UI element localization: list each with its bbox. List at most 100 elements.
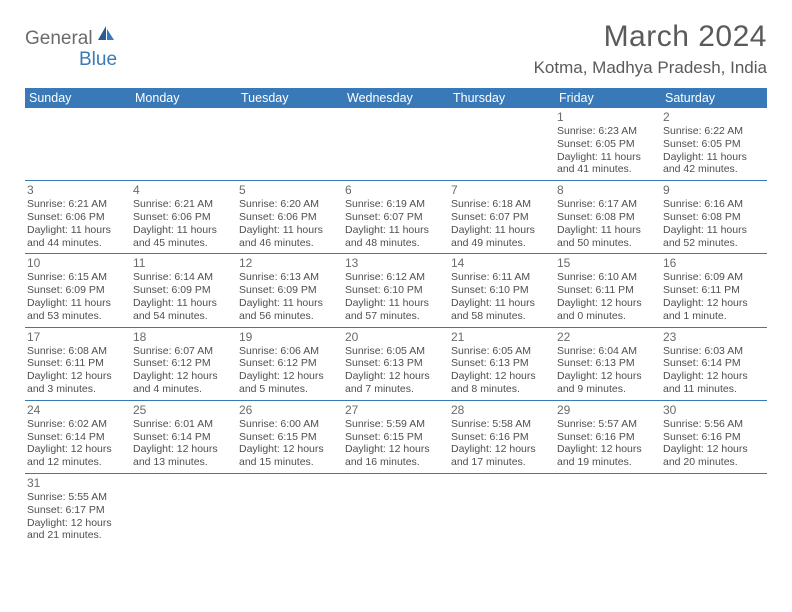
calendar-day: 26Sunrise: 6:00 AMSunset: 6:15 PMDayligh… xyxy=(237,400,343,473)
calendar-table: SundayMondayTuesdayWednesdayThursdayFrid… xyxy=(25,88,767,546)
day-number: 12 xyxy=(239,256,341,270)
day-info: Sunrise: 6:06 AMSunset: 6:12 PMDaylight:… xyxy=(239,345,341,396)
calendar-day: 18Sunrise: 6:07 AMSunset: 6:12 PMDayligh… xyxy=(131,327,237,400)
calendar-day: 19Sunrise: 6:06 AMSunset: 6:12 PMDayligh… xyxy=(237,327,343,400)
calendar-day: 23Sunrise: 6:03 AMSunset: 6:14 PMDayligh… xyxy=(661,327,767,400)
calendar-day: 3Sunrise: 6:21 AMSunset: 6:06 PMDaylight… xyxy=(25,181,131,254)
day-info: Sunrise: 5:57 AMSunset: 6:16 PMDaylight:… xyxy=(557,418,659,469)
day-info: Sunrise: 6:03 AMSunset: 6:14 PMDaylight:… xyxy=(663,345,765,396)
weekday-header: Saturday xyxy=(661,88,767,108)
calendar-day: 4Sunrise: 6:21 AMSunset: 6:06 PMDaylight… xyxy=(131,181,237,254)
day-number: 25 xyxy=(133,403,235,417)
calendar-day-empty xyxy=(343,473,449,546)
day-number: 3 xyxy=(27,183,129,197)
day-info: Sunrise: 6:04 AMSunset: 6:13 PMDaylight:… xyxy=(557,345,659,396)
calendar-day: 17Sunrise: 6:08 AMSunset: 6:11 PMDayligh… xyxy=(25,327,131,400)
day-number: 30 xyxy=(663,403,765,417)
day-number: 10 xyxy=(27,256,129,270)
weekday-header: Monday xyxy=(131,88,237,108)
calendar-day: 21Sunrise: 6:05 AMSunset: 6:13 PMDayligh… xyxy=(449,327,555,400)
calendar-row: 10Sunrise: 6:15 AMSunset: 6:09 PMDayligh… xyxy=(25,254,767,327)
page-title: March 2024 xyxy=(534,20,767,54)
calendar-day: 16Sunrise: 6:09 AMSunset: 6:11 PMDayligh… xyxy=(661,254,767,327)
day-info: Sunrise: 6:21 AMSunset: 6:06 PMDaylight:… xyxy=(133,198,235,249)
day-number: 26 xyxy=(239,403,341,417)
day-info: Sunrise: 5:56 AMSunset: 6:16 PMDaylight:… xyxy=(663,418,765,469)
day-number: 23 xyxy=(663,330,765,344)
day-info: Sunrise: 6:23 AMSunset: 6:05 PMDaylight:… xyxy=(557,125,659,176)
day-number: 24 xyxy=(27,403,129,417)
calendar-day: 22Sunrise: 6:04 AMSunset: 6:13 PMDayligh… xyxy=(555,327,661,400)
day-info: Sunrise: 6:00 AMSunset: 6:15 PMDaylight:… xyxy=(239,418,341,469)
calendar-day: 13Sunrise: 6:12 AMSunset: 6:10 PMDayligh… xyxy=(343,254,449,327)
title-block: March 2024 Kotma, Madhya Pradesh, India xyxy=(534,20,767,78)
calendar-day: 27Sunrise: 5:59 AMSunset: 6:15 PMDayligh… xyxy=(343,400,449,473)
day-number: 17 xyxy=(27,330,129,344)
day-number: 7 xyxy=(451,183,553,197)
day-number: 21 xyxy=(451,330,553,344)
calendar-day: 8Sunrise: 6:17 AMSunset: 6:08 PMDaylight… xyxy=(555,181,661,254)
calendar-row: 1Sunrise: 6:23 AMSunset: 6:05 PMDaylight… xyxy=(25,108,767,181)
day-info: Sunrise: 6:02 AMSunset: 6:14 PMDaylight:… xyxy=(27,418,129,469)
day-info: Sunrise: 6:05 AMSunset: 6:13 PMDaylight:… xyxy=(345,345,447,396)
day-number: 9 xyxy=(663,183,765,197)
day-number: 28 xyxy=(451,403,553,417)
day-number: 13 xyxy=(345,256,447,270)
calendar-day-empty xyxy=(555,473,661,546)
header: General March 2024 Kotma, Madhya Pradesh… xyxy=(25,20,767,78)
day-info: Sunrise: 6:17 AMSunset: 6:08 PMDaylight:… xyxy=(557,198,659,249)
calendar-row: 3Sunrise: 6:21 AMSunset: 6:06 PMDaylight… xyxy=(25,181,767,254)
calendar-row: 24Sunrise: 6:02 AMSunset: 6:14 PMDayligh… xyxy=(25,400,767,473)
calendar-day: 6Sunrise: 6:19 AMSunset: 6:07 PMDaylight… xyxy=(343,181,449,254)
calendar-day-empty xyxy=(449,108,555,181)
weekday-header: Sunday xyxy=(25,88,131,108)
day-info: Sunrise: 5:59 AMSunset: 6:15 PMDaylight:… xyxy=(345,418,447,469)
day-info: Sunrise: 6:09 AMSunset: 6:11 PMDaylight:… xyxy=(663,271,765,322)
day-info: Sunrise: 6:16 AMSunset: 6:08 PMDaylight:… xyxy=(663,198,765,249)
day-info: Sunrise: 6:22 AMSunset: 6:05 PMDaylight:… xyxy=(663,125,765,176)
day-info: Sunrise: 6:07 AMSunset: 6:12 PMDaylight:… xyxy=(133,345,235,396)
calendar-day: 29Sunrise: 5:57 AMSunset: 6:16 PMDayligh… xyxy=(555,400,661,473)
day-number: 6 xyxy=(345,183,447,197)
day-number: 11 xyxy=(133,256,235,270)
day-info: Sunrise: 6:11 AMSunset: 6:10 PMDaylight:… xyxy=(451,271,553,322)
logo-blue-row: Blue xyxy=(25,49,117,71)
logo-text-blue: Blue xyxy=(79,49,117,70)
day-info: Sunrise: 6:18 AMSunset: 6:07 PMDaylight:… xyxy=(451,198,553,249)
day-number: 2 xyxy=(663,110,765,124)
calendar-day: 28Sunrise: 5:58 AMSunset: 6:16 PMDayligh… xyxy=(449,400,555,473)
calendar-day-empty xyxy=(237,108,343,181)
calendar-day: 15Sunrise: 6:10 AMSunset: 6:11 PMDayligh… xyxy=(555,254,661,327)
calendar-row: 17Sunrise: 6:08 AMSunset: 6:11 PMDayligh… xyxy=(25,327,767,400)
calendar-day: 7Sunrise: 6:18 AMSunset: 6:07 PMDaylight… xyxy=(449,181,555,254)
day-info: Sunrise: 5:55 AMSunset: 6:17 PMDaylight:… xyxy=(27,491,129,542)
sail-icon xyxy=(96,24,116,47)
day-info: Sunrise: 6:13 AMSunset: 6:09 PMDaylight:… xyxy=(239,271,341,322)
weekday-header: Thursday xyxy=(449,88,555,108)
calendar-header: SundayMondayTuesdayWednesdayThursdayFrid… xyxy=(25,88,767,108)
calendar-day: 12Sunrise: 6:13 AMSunset: 6:09 PMDayligh… xyxy=(237,254,343,327)
weekday-header: Tuesday xyxy=(237,88,343,108)
day-info: Sunrise: 6:12 AMSunset: 6:10 PMDaylight:… xyxy=(345,271,447,322)
day-number: 27 xyxy=(345,403,447,417)
day-number: 18 xyxy=(133,330,235,344)
day-info: Sunrise: 6:10 AMSunset: 6:11 PMDaylight:… xyxy=(557,271,659,322)
day-info: Sunrise: 6:14 AMSunset: 6:09 PMDaylight:… xyxy=(133,271,235,322)
location: Kotma, Madhya Pradesh, India xyxy=(534,58,767,78)
day-number: 15 xyxy=(557,256,659,270)
day-info: Sunrise: 6:15 AMSunset: 6:09 PMDaylight:… xyxy=(27,271,129,322)
day-number: 1 xyxy=(557,110,659,124)
calendar-day: 14Sunrise: 6:11 AMSunset: 6:10 PMDayligh… xyxy=(449,254,555,327)
calendar-day-empty xyxy=(343,108,449,181)
day-number: 8 xyxy=(557,183,659,197)
calendar-day: 10Sunrise: 6:15 AMSunset: 6:09 PMDayligh… xyxy=(25,254,131,327)
weekday-header: Friday xyxy=(555,88,661,108)
calendar-day-empty xyxy=(661,473,767,546)
calendar-day: 20Sunrise: 6:05 AMSunset: 6:13 PMDayligh… xyxy=(343,327,449,400)
calendar-day-empty xyxy=(131,108,237,181)
calendar-day-empty xyxy=(237,473,343,546)
day-number: 4 xyxy=(133,183,235,197)
day-info: Sunrise: 6:05 AMSunset: 6:13 PMDaylight:… xyxy=(451,345,553,396)
day-info: Sunrise: 6:21 AMSunset: 6:06 PMDaylight:… xyxy=(27,198,129,249)
day-number: 5 xyxy=(239,183,341,197)
